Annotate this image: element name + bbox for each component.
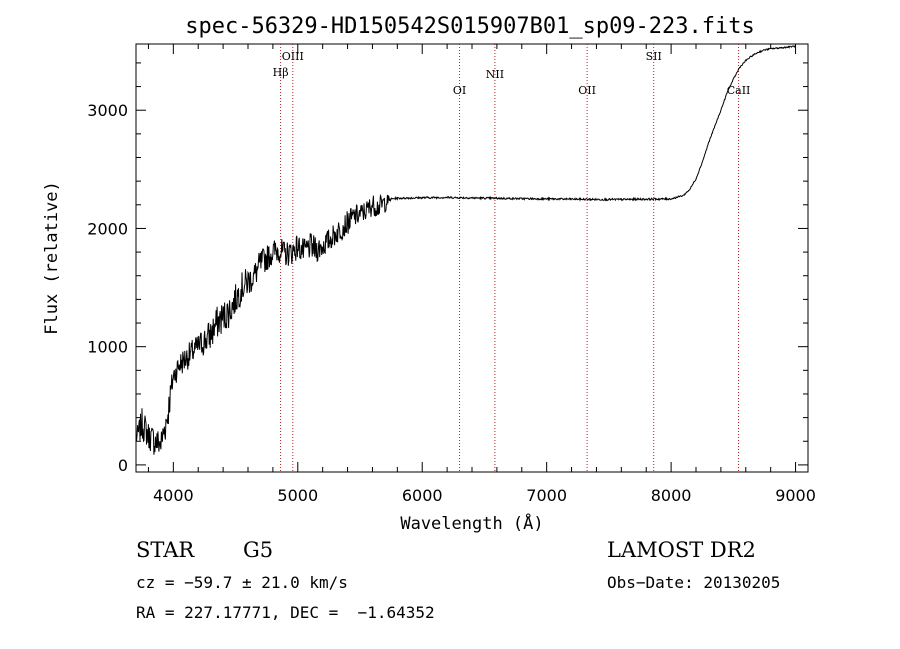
line-label: NII — [486, 68, 504, 81]
spectrum-line — [135, 44, 796, 455]
line-label: SII — [646, 50, 662, 63]
line-label: OIII — [282, 50, 304, 63]
x-tick-label: 8000 — [651, 486, 692, 505]
line-label: OI — [453, 84, 466, 97]
line-label: Hβ — [273, 66, 289, 79]
chart-title: spec-56329-HD150542S015907B01_sp09-223.f… — [185, 14, 755, 39]
y-tick-label: 0 — [118, 456, 128, 475]
x-tick-label: 4000 — [153, 486, 194, 505]
y-tick-label: 1000 — [87, 338, 128, 357]
x-axis-label: Wavelength (Å) — [400, 512, 543, 534]
x-tick-label: 6000 — [402, 486, 443, 505]
object-class: STAR — [136, 538, 195, 562]
coordinates-readout: RA = 227.17771, DEC = −1.64352 — [136, 603, 435, 622]
redshift-readout: cz = −59.7 ± 21.0 km/s — [136, 573, 348, 592]
object-subclass: G5 — [243, 538, 274, 562]
x-tick-label: 7000 — [526, 486, 567, 505]
line-markers: Hβ OIII OI NII OII SII CaII — [273, 44, 751, 472]
y-axis-label: Flux (relative) — [42, 181, 62, 335]
line-label: CaII — [727, 84, 751, 97]
x-tick-label: 5000 — [277, 486, 318, 505]
survey-name: LAMOST DR2 — [607, 538, 756, 562]
observation-date: Obs−Date: 20130205 — [607, 573, 781, 592]
x-axis-ticks: 4000 5000 6000 7000 8000 9000 — [147, 44, 816, 505]
y-tick-label: 3000 — [87, 101, 128, 120]
line-label: OII — [578, 84, 596, 97]
y-tick-label: 2000 — [87, 219, 128, 238]
plot-frame — [135, 43, 809, 473]
x-tick-label: 9000 — [775, 486, 816, 505]
y-axis-ticks: 0 1000 2000 3000 — [87, 62, 808, 475]
